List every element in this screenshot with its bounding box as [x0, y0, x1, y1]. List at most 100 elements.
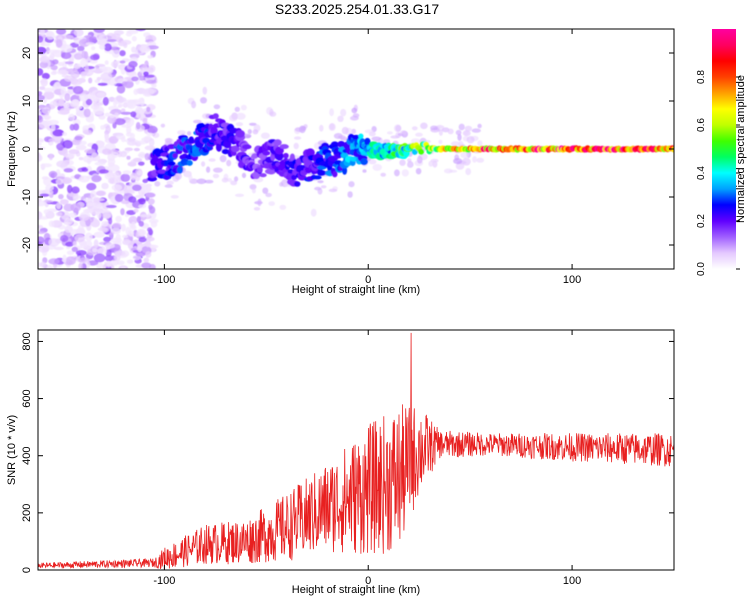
- spectrogram-y-tick-label: 20: [21, 47, 33, 59]
- spectrogram-haze: [253, 207, 261, 211]
- spectrogram-haze: [337, 115, 344, 123]
- spectrogram-blob: [58, 97, 65, 107]
- spectrogram-haze: [436, 125, 445, 129]
- spectrogram-blob: [121, 223, 126, 232]
- spectrogram-ridge-blob: [210, 126, 218, 135]
- spectrogram-blob: [41, 72, 50, 80]
- spectrogram-blob: [38, 152, 41, 162]
- spectrogram-blob: [60, 51, 72, 60]
- spectrogram-ridge-blob: [215, 142, 223, 152]
- spectrogram-haze: [472, 156, 477, 163]
- spectrogram-blob: [78, 175, 90, 183]
- spectrogram-blob: [119, 50, 126, 57]
- spectrogram-blob: [93, 231, 105, 238]
- spectrogram-blob: [105, 266, 112, 269]
- spectrogram-blob: [64, 61, 74, 65]
- spectrogram-blob: [57, 109, 70, 115]
- spectrogram-blob: [107, 158, 116, 166]
- spectrogram-haze: [294, 127, 305, 132]
- spectrogram-blob: [143, 71, 149, 76]
- spectrogram-blob: [125, 99, 137, 104]
- spectrogram-blob: [91, 175, 102, 183]
- spectrogram-blob: [114, 112, 119, 117]
- spectrogram-haze: [221, 177, 229, 183]
- spectrogram-blob: [116, 260, 125, 266]
- spectrogram-y-tick-label: 0: [21, 146, 33, 152]
- spectrogram-blob: [72, 86, 84, 95]
- spectrogram-blob: [53, 246, 64, 251]
- spectrogram-blob: [63, 168, 74, 173]
- spectrogram-blob: [122, 170, 132, 175]
- spectrogram-blob: [74, 234, 85, 243]
- spectrogram-blob: [130, 132, 135, 140]
- spectrogram-blob: [92, 248, 98, 253]
- spectrogram-haze: [200, 97, 207, 104]
- spectrogram-blob: [112, 172, 120, 179]
- spectrogram-blob: [73, 106, 83, 110]
- spectrogram-haze: [160, 123, 166, 128]
- spectrogram-blob: [98, 34, 108, 44]
- spectrogram-haze: [293, 142, 299, 150]
- spectrogram-blob: [145, 251, 152, 258]
- spectrogram-blob: [83, 108, 91, 118]
- spectrogram-blob: [131, 76, 139, 82]
- spectrogram-blob: [50, 124, 56, 132]
- spectrogram-haze: [447, 128, 454, 135]
- spectrogram-blob: [86, 182, 97, 191]
- spectrogram-blob: [72, 241, 77, 247]
- spectrogram-blob: [75, 144, 87, 151]
- spectrogram-blob: [111, 184, 123, 191]
- spectrogram-blob: [43, 115, 52, 120]
- spectrogram-blob: [151, 83, 157, 88]
- snr-y-axis-label: SNR (10 * v/v): [6, 415, 18, 485]
- spectrogram-blob: [133, 88, 139, 95]
- spectrogram-x-ticks: -100 0 100: [153, 29, 581, 286]
- spectrogram-blob: [67, 184, 73, 194]
- spectrogram-haze: [341, 126, 349, 135]
- spectrogram-blob: [109, 260, 119, 266]
- spectrogram-haze: [234, 176, 239, 182]
- snr-frame: [37, 329, 675, 571]
- spectrogram-blob: [46, 264, 53, 269]
- spectrogram-haze: [201, 161, 206, 167]
- spectrogram-haze: [415, 168, 422, 175]
- spectrogram-haze: [279, 204, 287, 210]
- spectrogram-blob: [43, 209, 49, 215]
- spectrogram-haze: [362, 169, 367, 173]
- spectrogram-blob: [38, 35, 44, 43]
- spectrogram-blob: [69, 212, 77, 219]
- spectrogram-blob: [122, 239, 131, 245]
- spectrogram-haze: [471, 128, 481, 133]
- spectrogram-haze: [294, 136, 302, 140]
- spectrogram-haze: [351, 107, 358, 114]
- spectrogram-haze: [465, 168, 472, 176]
- spectrogram-blob: [57, 62, 65, 66]
- snr-x-tick-label: 100: [563, 575, 581, 587]
- spectrogram-blob: [73, 123, 80, 131]
- spectrogram-ridge-blob: [230, 145, 240, 153]
- spectrogram-blob: [41, 120, 53, 126]
- spectrogram-blob: [105, 125, 111, 134]
- spectrogram-blob: [56, 160, 69, 168]
- spectrogram-blob: [120, 173, 131, 182]
- spectrogram-blob: [127, 140, 137, 146]
- spectrogram-blob: [65, 241, 74, 247]
- spectrogram-haze: [202, 86, 208, 95]
- spectrogram-blob: [59, 199, 69, 205]
- spectrogram-haze: [234, 193, 245, 197]
- spectrogram-blob: [38, 137, 44, 143]
- spectrogram-blob: [39, 29, 45, 36]
- spectrogram-haze: [394, 169, 400, 177]
- spectrogram-blob: [62, 139, 73, 149]
- spectrogram-x-tick-label: 100: [563, 274, 581, 286]
- spectrogram-blob: [68, 149, 80, 155]
- spectrogram-haze: [240, 104, 247, 111]
- spectrogram-blob: [78, 93, 89, 102]
- spectrogram-haze: [269, 111, 277, 117]
- spectrogram-ridge-blob: [411, 148, 418, 155]
- spectrogram-ridge-blob: [167, 161, 176, 166]
- spectrogram-y-tick-label: -20: [21, 237, 33, 253]
- spectrogram-ridge-blob: [342, 166, 348, 175]
- spectrogram-haze: [400, 130, 407, 135]
